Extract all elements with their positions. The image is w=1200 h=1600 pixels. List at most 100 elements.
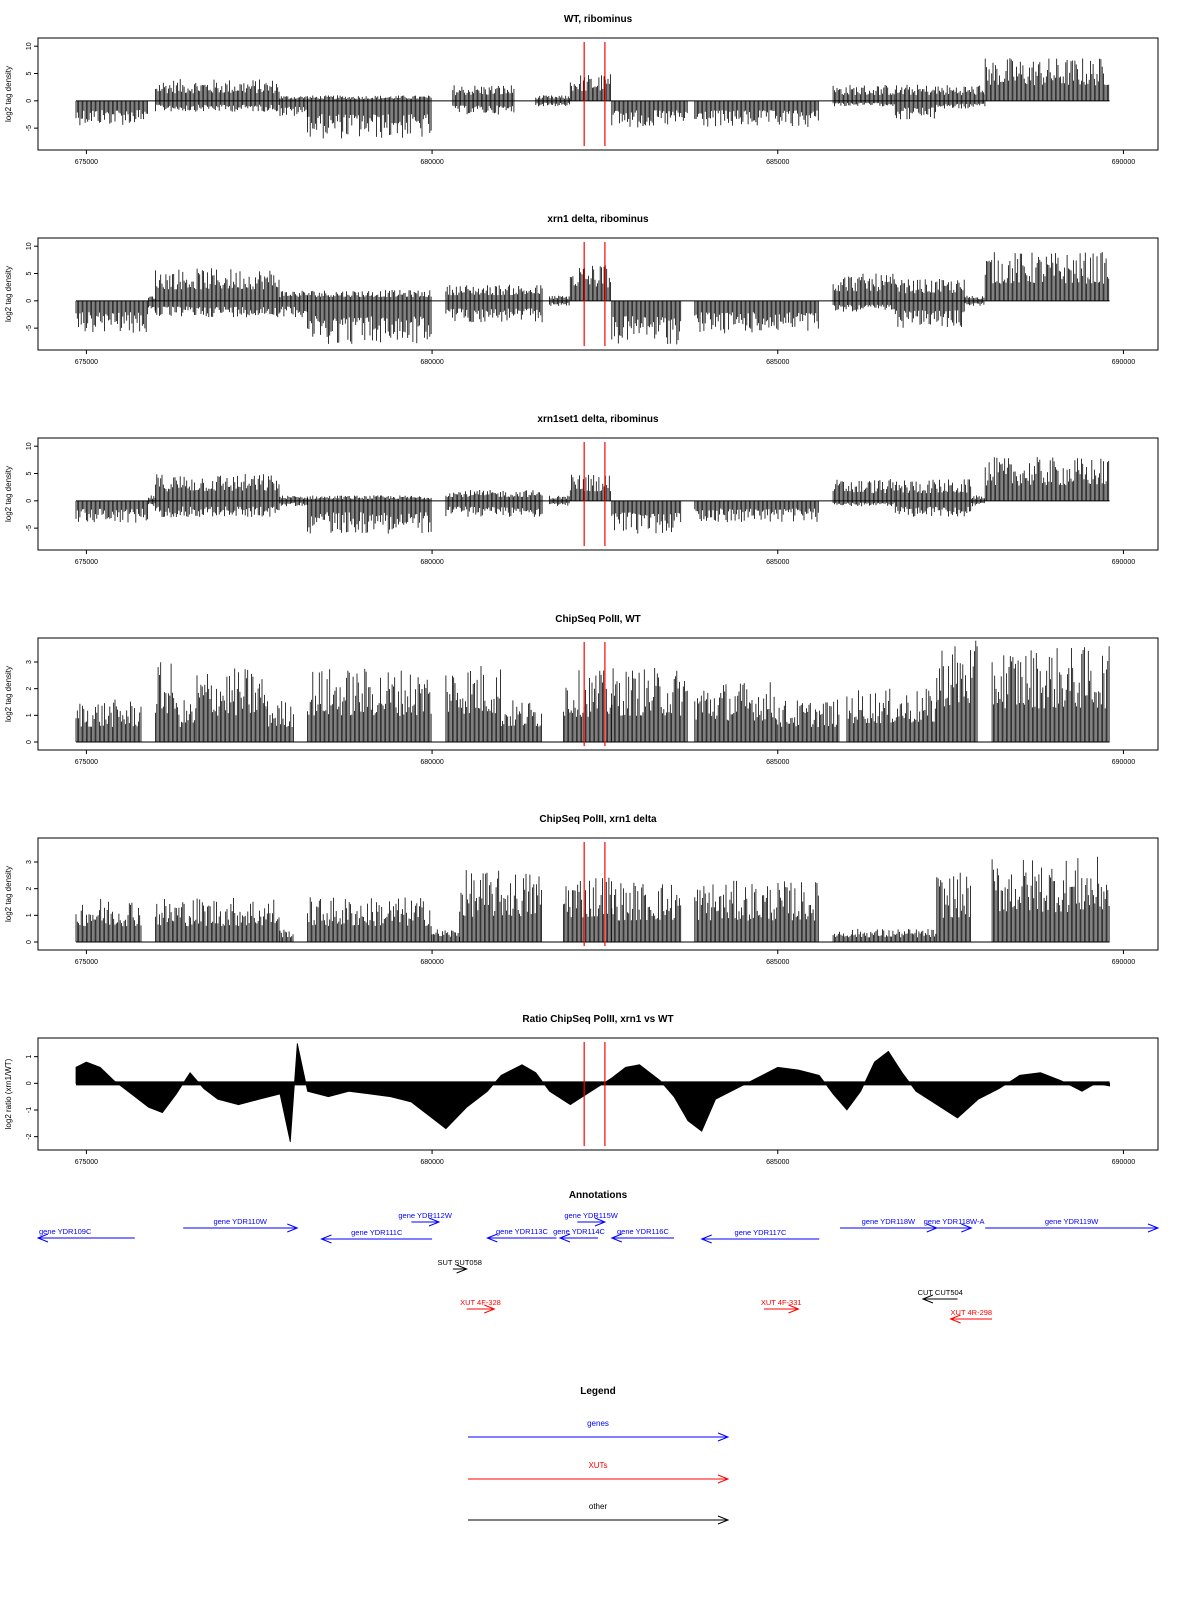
data-segment bbox=[970, 495, 985, 507]
x-tick-label: 690000 bbox=[1112, 559, 1135, 566]
data-segment bbox=[611, 668, 688, 742]
data-layer bbox=[75, 252, 1110, 345]
y-tick-label: 10 bbox=[26, 442, 33, 450]
plot-frame bbox=[37, 237, 1159, 351]
data-segment bbox=[535, 95, 570, 107]
data-segment bbox=[936, 640, 978, 742]
data-segment bbox=[445, 490, 543, 517]
y-tick-label: -5 bbox=[26, 325, 33, 331]
x-tick-label: 685000 bbox=[766, 959, 789, 966]
data-segment bbox=[569, 474, 611, 501]
y-tick-label: 3 bbox=[26, 860, 33, 864]
data-segment bbox=[832, 928, 937, 942]
data-segment bbox=[984, 457, 1110, 501]
panel-0: WT, ribominus log2 tag density -5 0 5 10 67500… bbox=[4, 14, 1159, 166]
plot-frame bbox=[37, 637, 1159, 751]
data-segment bbox=[279, 96, 308, 118]
data-segment bbox=[964, 295, 985, 306]
data-layer bbox=[75, 457, 1110, 534]
data-segment bbox=[175, 700, 197, 742]
plot-frame bbox=[37, 437, 1159, 551]
data-segment bbox=[694, 100, 819, 127]
y-axis-label: log2 tag density bbox=[4, 66, 13, 122]
y-tick-label: 2 bbox=[26, 887, 33, 891]
y-tick-label: 5 bbox=[26, 71, 33, 75]
data-segment bbox=[279, 290, 308, 318]
y-axis-label: log2 tag density bbox=[4, 666, 13, 722]
data-segment bbox=[694, 300, 819, 334]
y-axis-label: log2 tag density bbox=[4, 266, 13, 322]
data-segment bbox=[936, 85, 986, 109]
y-axis-label: log2 tag density bbox=[4, 866, 13, 922]
y-tick-label: 2 bbox=[26, 687, 33, 691]
data-layer bbox=[75, 640, 1110, 743]
data-segment bbox=[694, 880, 819, 942]
panel-title: ChipSeq PolII, xrn1 delta bbox=[539, 814, 657, 825]
data-segment bbox=[86, 500, 148, 523]
y-tick-label: 5 bbox=[26, 471, 33, 475]
panel-title: ChipSeq PolII, WT bbox=[555, 614, 641, 625]
x-tick-label: 685000 bbox=[766, 159, 789, 166]
y-tick-label: 0 bbox=[26, 499, 33, 503]
data-segment bbox=[984, 58, 1110, 101]
x-tick-label: 690000 bbox=[1112, 959, 1135, 966]
x-tick-label: 680000 bbox=[420, 559, 443, 566]
y-tick-label: 5 bbox=[26, 271, 33, 275]
data-segment bbox=[549, 495, 570, 506]
panel-title: xrn1 delta, ribominus bbox=[547, 214, 649, 225]
data-segment bbox=[611, 882, 682, 942]
data-segment bbox=[155, 474, 280, 518]
plot-frame bbox=[37, 837, 1159, 951]
y-axis-label: log2 tag density bbox=[4, 466, 13, 522]
data-segment bbox=[832, 273, 895, 312]
y-tick-label: 3 bbox=[26, 660, 33, 664]
data-segment bbox=[279, 495, 308, 507]
data-segment bbox=[894, 479, 972, 517]
data-segment bbox=[984, 252, 1110, 301]
data-segment bbox=[431, 929, 460, 942]
data-segment bbox=[86, 100, 148, 125]
data-segment bbox=[155, 79, 280, 112]
panel-2: xrn1set1 delta, ribominus log2 tag densit… bbox=[4, 414, 1159, 566]
x-tick-label: 690000 bbox=[1112, 759, 1135, 766]
plot-frame bbox=[37, 37, 1159, 151]
data-segment bbox=[832, 479, 895, 507]
x-tick-label: 675000 bbox=[75, 359, 98, 366]
data-segment bbox=[500, 700, 542, 742]
data-segment bbox=[307, 668, 432, 742]
data-segment bbox=[75, 898, 142, 942]
panel-3: ChipSeq PolII, WT log2 tag density 0 1 2 3 675… bbox=[4, 614, 1159, 766]
x-tick-label: 675000 bbox=[75, 159, 98, 166]
y-tick-label: 0 bbox=[26, 299, 33, 303]
data-segment bbox=[75, 300, 86, 332]
x-tick-label: 685000 bbox=[766, 359, 789, 366]
panel-1: xrn1 delta, ribominus log2 tag density -5 0… bbox=[4, 214, 1159, 366]
data-segment bbox=[563, 877, 612, 942]
panel-title: WT, ribominus bbox=[564, 14, 633, 25]
data-layer bbox=[75, 856, 1110, 943]
x-tick-label: 685000 bbox=[766, 759, 789, 766]
panel-title: xrn1set1 delta, ribominus bbox=[537, 414, 659, 425]
y-tick-label: 10 bbox=[26, 242, 33, 250]
y-tick-label: 1 bbox=[26, 713, 33, 717]
y-tick-label: 0 bbox=[26, 99, 33, 103]
data-segment bbox=[75, 500, 86, 522]
y-tick-label: -5 bbox=[26, 125, 33, 131]
data-segment bbox=[307, 95, 432, 139]
x-tick-label: 690000 bbox=[1112, 359, 1135, 366]
data-segment bbox=[445, 666, 501, 742]
data-layer bbox=[75, 58, 1110, 139]
data-segment bbox=[307, 495, 432, 534]
x-tick-label: 680000 bbox=[420, 359, 443, 366]
y-tick-label: 10 bbox=[26, 42, 33, 50]
x-tick-label: 675000 bbox=[75, 959, 98, 966]
data-segment bbox=[777, 699, 840, 742]
data-segment bbox=[894, 84, 936, 120]
data-segment bbox=[155, 662, 176, 742]
data-segment bbox=[148, 296, 156, 311]
data-segment bbox=[86, 300, 148, 333]
y-tick-label: 0 bbox=[26, 940, 33, 944]
data-segment bbox=[611, 100, 688, 128]
data-segment bbox=[694, 682, 778, 742]
